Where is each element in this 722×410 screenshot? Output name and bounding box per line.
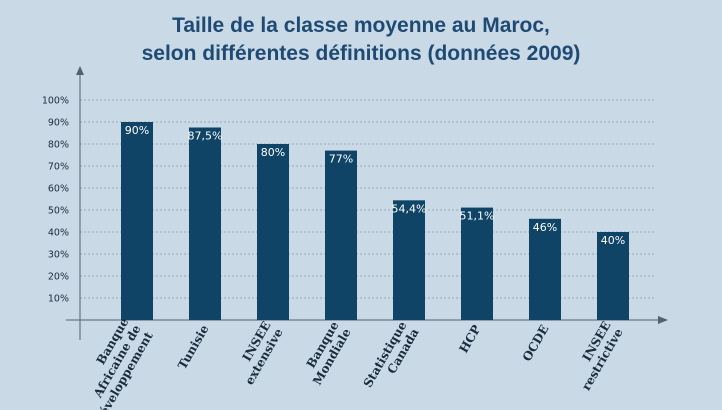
x-tick-label: INSEErestrictive	[567, 319, 626, 393]
y-tick-label: 40%	[48, 228, 69, 239]
x-tick-label-line: OCDE	[520, 323, 552, 364]
y-axis-arrow	[76, 66, 84, 75]
data-label: 87,5%	[188, 130, 223, 143]
bar	[393, 200, 425, 320]
bar	[325, 150, 357, 320]
x-tick-label: StatistiqueCanada	[361, 319, 422, 397]
data-label: 51,1%	[460, 210, 495, 223]
bar	[189, 127, 221, 320]
data-label: 77%	[329, 153, 353, 166]
x-tick-label: HCP	[457, 323, 484, 356]
data-label: 54,4%	[392, 202, 427, 215]
x-tick-label-line: HCP	[457, 323, 484, 356]
data-label: 80%	[261, 146, 285, 159]
y-tick-label: 70%	[48, 162, 69, 173]
data-label: 40%	[601, 234, 625, 247]
x-tick-label-line: Tunisie	[175, 322, 212, 372]
x-axis-arrow	[658, 316, 668, 324]
y-tick-label: 10%	[48, 294, 69, 305]
chart-title: Taille de la classe moyenne au Maroc, se…	[0, 12, 722, 68]
x-tick-label: OCDE	[520, 323, 552, 364]
y-tick-label: 50%	[48, 206, 69, 217]
bar	[461, 207, 493, 320]
y-tick-label: 100%	[42, 96, 69, 107]
chart-title-line-1: Taille de la classe moyenne au Maroc,	[172, 14, 550, 37]
chart-title-line-2: selon différentes définitions (données 2…	[141, 42, 581, 65]
y-tick-label: 20%	[48, 272, 69, 283]
y-tick-label: 80%	[48, 140, 69, 151]
x-tick-label: BanqueAfricaine deDéveloppement	[67, 315, 156, 410]
y-tick-label: 30%	[48, 250, 69, 261]
x-tick-label: Tunisie	[175, 322, 212, 372]
x-tick-label: BanqueMondiale	[298, 319, 354, 388]
data-label: 90%	[125, 124, 149, 137]
bar	[121, 122, 153, 320]
bar	[257, 144, 289, 320]
bar	[529, 218, 561, 320]
y-tick-label: 60%	[48, 184, 69, 195]
data-label: 46%	[533, 221, 557, 234]
x-tick-label: INSEEextensive	[230, 319, 286, 388]
bar	[597, 232, 629, 320]
y-tick-label: 90%	[48, 118, 69, 129]
